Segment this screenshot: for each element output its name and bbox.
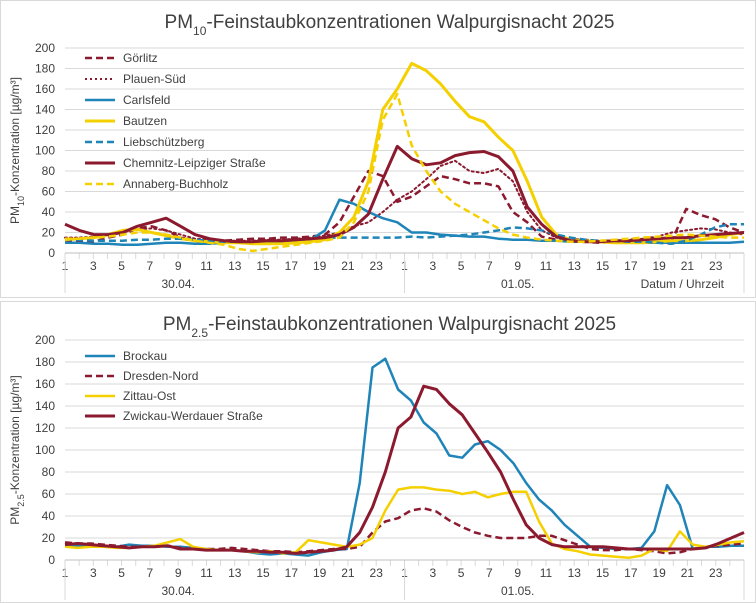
x-tick-label: 19 (652, 259, 666, 273)
series-line-5 (64, 144, 745, 244)
x-tick-label: 19 (313, 566, 327, 580)
legend-label: Zittau-Ost (123, 389, 176, 403)
y-tick-label: 60 (42, 487, 56, 501)
pm10-chart-panel: PM10-Feinstaubkonzentrationen Walpurgisn… (0, 0, 756, 298)
y-axis-label: PM2.5-Konzentration [µg/m³] (8, 375, 26, 524)
date-label: 30.04. (161, 584, 194, 598)
legend-label: Brockau (123, 349, 167, 363)
y-tick-label: 80 (42, 465, 56, 479)
date-label: 01.05. (501, 277, 534, 291)
pm25-chart-panel: PM2.5-Feinstaubkonzentrationen Walpurgis… (0, 301, 756, 603)
x-tick-label: 21 (341, 259, 355, 273)
x-tick-label: 13 (568, 566, 582, 580)
y-tick-label: 0 (48, 553, 55, 567)
x-tick-label: 3 (429, 259, 436, 273)
chart-title: PM2.5-Feinstaubkonzentrationen Walpurgis… (163, 314, 616, 340)
x-tick-label: 19 (313, 259, 327, 273)
x-tick-label: 23 (709, 566, 723, 580)
y-tick-label: 140 (35, 399, 55, 413)
x-tick-label: 3 (429, 566, 436, 580)
x-tick-label: 17 (285, 566, 299, 580)
series-line-2 (64, 486, 745, 560)
x-tick-label: 9 (514, 566, 521, 580)
x-tick-label: 13 (228, 259, 242, 273)
legend-label: Carlsfeld (123, 93, 170, 107)
x-tick-label: 15 (256, 259, 270, 273)
y-tick-label: 0 (48, 246, 55, 260)
y-tick-label: 40 (42, 205, 56, 219)
x-tick-label: 9 (175, 566, 182, 580)
legend-label: Dresden-Nord (123, 369, 198, 383)
x-tick-label: 23 (370, 566, 384, 580)
x-tick-label: 5 (118, 566, 125, 580)
x-tick-label: 3 (90, 566, 97, 580)
y-tick-label: 20 (42, 531, 56, 545)
series-line-4 (64, 223, 744, 246)
y-tick-label: 120 (35, 123, 55, 137)
x-tick-label: 21 (341, 566, 355, 580)
y-tick-label: 200 (35, 333, 55, 347)
y-axis-label: PM10-Konzentration [µg/m³] (8, 77, 26, 224)
legend-label: Annaberg-Buchholz (123, 177, 228, 191)
chart-title: PM10-Feinstaubkonzentrationen Walpurgisn… (165, 12, 615, 38)
y-tick-label: 120 (35, 421, 55, 435)
y-tick-label: 200 (35, 41, 55, 55)
x-tick-label: 5 (458, 259, 465, 273)
date-label: 01.05. (501, 584, 534, 598)
x-tick-label: 5 (458, 566, 465, 580)
legend-label: Liebschützberg (123, 135, 204, 149)
x-tick-label: 7 (486, 259, 493, 273)
y-tick-label: 40 (42, 509, 56, 523)
x-tick-label: 21 (681, 259, 695, 273)
x-tick-label: 7 (486, 566, 493, 580)
x-tick-label: 17 (285, 259, 299, 273)
legend-label: Zwickau-Werdauer Straße (123, 409, 263, 423)
x-tick-label: 7 (147, 566, 154, 580)
x-tick-label: 17 (624, 259, 638, 273)
legend-label: Bautzen (123, 114, 167, 128)
y-tick-label: 160 (35, 82, 55, 96)
y-tick-label: 100 (35, 144, 55, 158)
y-tick-label: 80 (42, 164, 56, 178)
x-tick-label: 5 (118, 259, 125, 273)
x-tick-label: 17 (624, 566, 638, 580)
y-tick-label: 140 (35, 103, 55, 117)
x-tick-label: 15 (256, 566, 270, 580)
x-tick-label: 11 (200, 259, 213, 273)
x-axis-label: Datum / Uhrzeit (641, 277, 725, 291)
x-tick-label: 21 (681, 566, 695, 580)
legend-label: Görlitz (123, 51, 158, 65)
y-tick-label: 160 (35, 377, 55, 391)
y-tick-label: 180 (35, 62, 55, 76)
x-tick-label: 13 (568, 259, 582, 273)
x-tick-label: 23 (370, 259, 384, 273)
y-tick-label: 180 (35, 355, 55, 369)
x-tick-label: 15 (596, 259, 610, 273)
x-tick-label: 11 (540, 566, 553, 580)
date-label: 30.04. (161, 277, 194, 291)
x-tick-label: 7 (147, 259, 154, 273)
series-line-3 (64, 384, 745, 555)
y-tick-label: 100 (35, 443, 55, 457)
x-tick-label: 11 (540, 259, 553, 273)
legend-label: Plauen-Süd (123, 72, 186, 86)
pm25-chart: PM2.5-Feinstaubkonzentrationen Walpurgis… (8, 314, 745, 600)
x-tick-label: 9 (514, 259, 521, 273)
x-tick-label: 9 (175, 259, 182, 273)
y-tick-label: 60 (42, 185, 56, 199)
x-tick-label: 23 (709, 259, 723, 273)
x-tick-label: 11 (200, 566, 213, 580)
legend-label: Chemnitz-Leipziger Straße (123, 156, 266, 170)
x-tick-label: 19 (652, 566, 666, 580)
y-tick-label: 20 (42, 226, 56, 240)
x-tick-label: 13 (228, 566, 242, 580)
x-tick-label: 3 (90, 259, 97, 273)
x-tick-label: 15 (596, 566, 610, 580)
series-line-6 (65, 92, 744, 253)
pm10-chart: PM10-Feinstaubkonzentrationen Walpurgisn… (8, 12, 745, 293)
